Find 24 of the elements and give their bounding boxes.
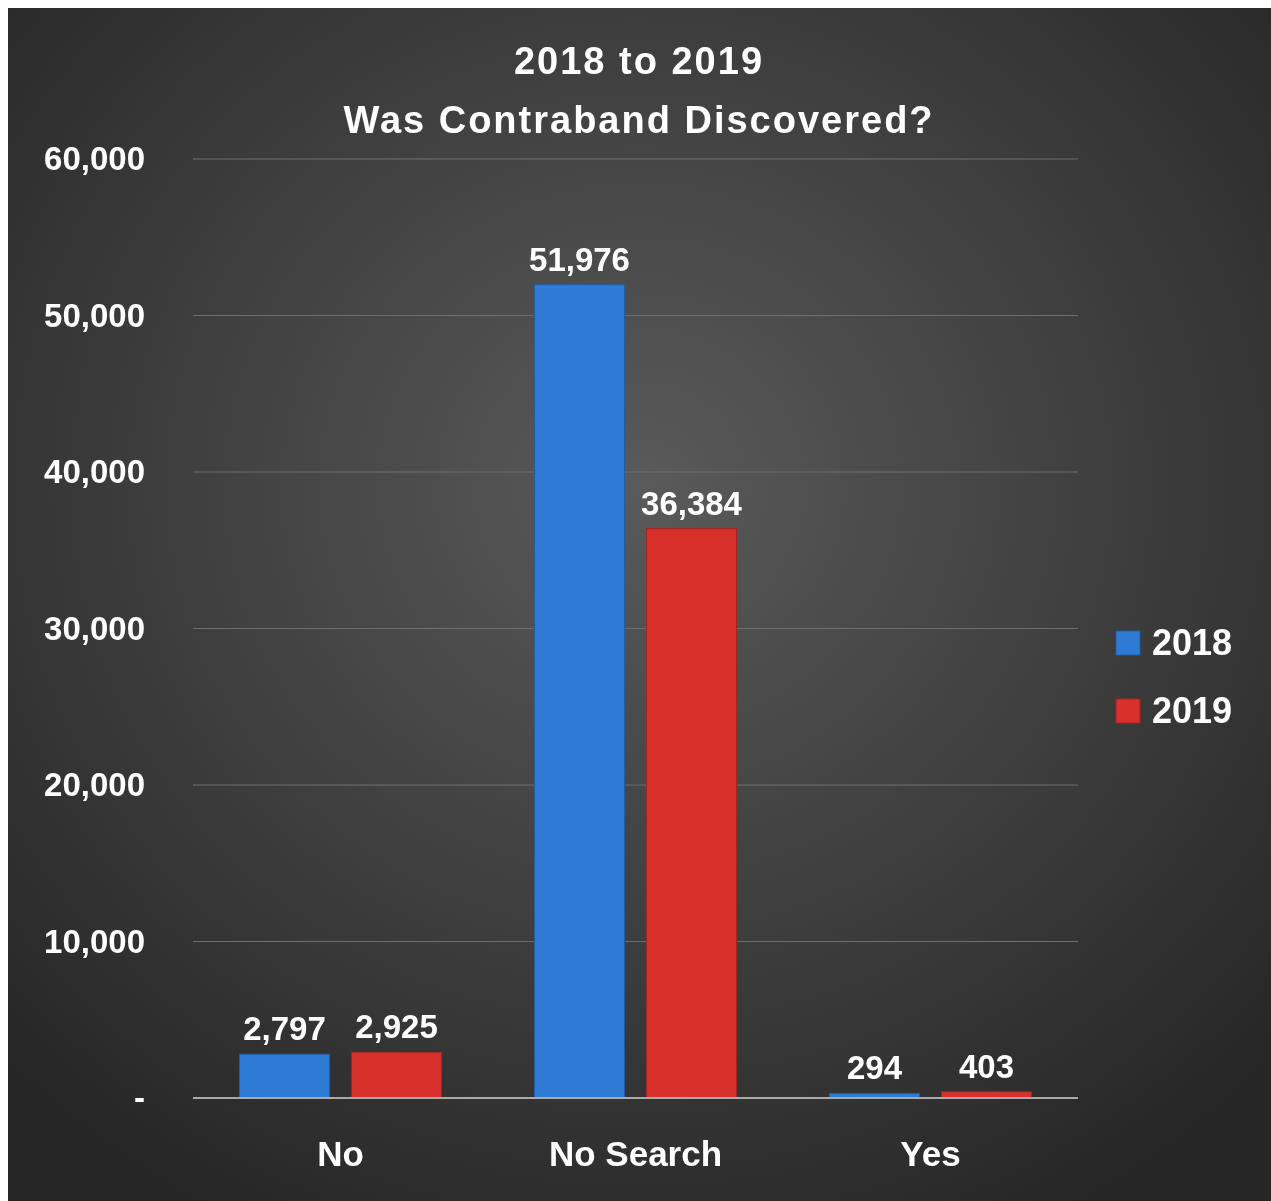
bar	[351, 1051, 442, 1099]
data-label: 2,925	[355, 1008, 438, 1046]
y-tick-label: 60,000	[44, 140, 145, 178]
bar	[646, 528, 737, 1099]
y-tick-label: 40,000	[44, 453, 145, 491]
y-tick-label: -	[134, 1079, 145, 1117]
x-tick-label: Yes	[900, 1134, 961, 1173]
y-tick-label: 30,000	[44, 609, 145, 647]
y-tick-label: 10,000	[44, 922, 145, 960]
bar	[239, 1053, 330, 1099]
y-tick-label: 50,000	[44, 296, 145, 334]
data-label: 403	[958, 1047, 1015, 1085]
data-label: 36,384	[641, 484, 743, 522]
data-label: 51,976	[529, 240, 630, 278]
x-tick-label: No	[317, 1134, 364, 1173]
bar	[534, 284, 625, 1099]
data-label: 294	[846, 1049, 903, 1087]
legend-label: 2019	[1152, 690, 1233, 731]
legend-label: 2018	[1152, 622, 1233, 663]
chart-title: 2018 to 2019	[513, 40, 765, 82]
data-label: 2,797	[243, 1010, 326, 1048]
x-tick-label: No Search	[548, 1134, 723, 1173]
y-tick-label: 20,000	[44, 766, 145, 804]
chart-subtitle: Was Contraband Discovered?	[343, 99, 935, 141]
